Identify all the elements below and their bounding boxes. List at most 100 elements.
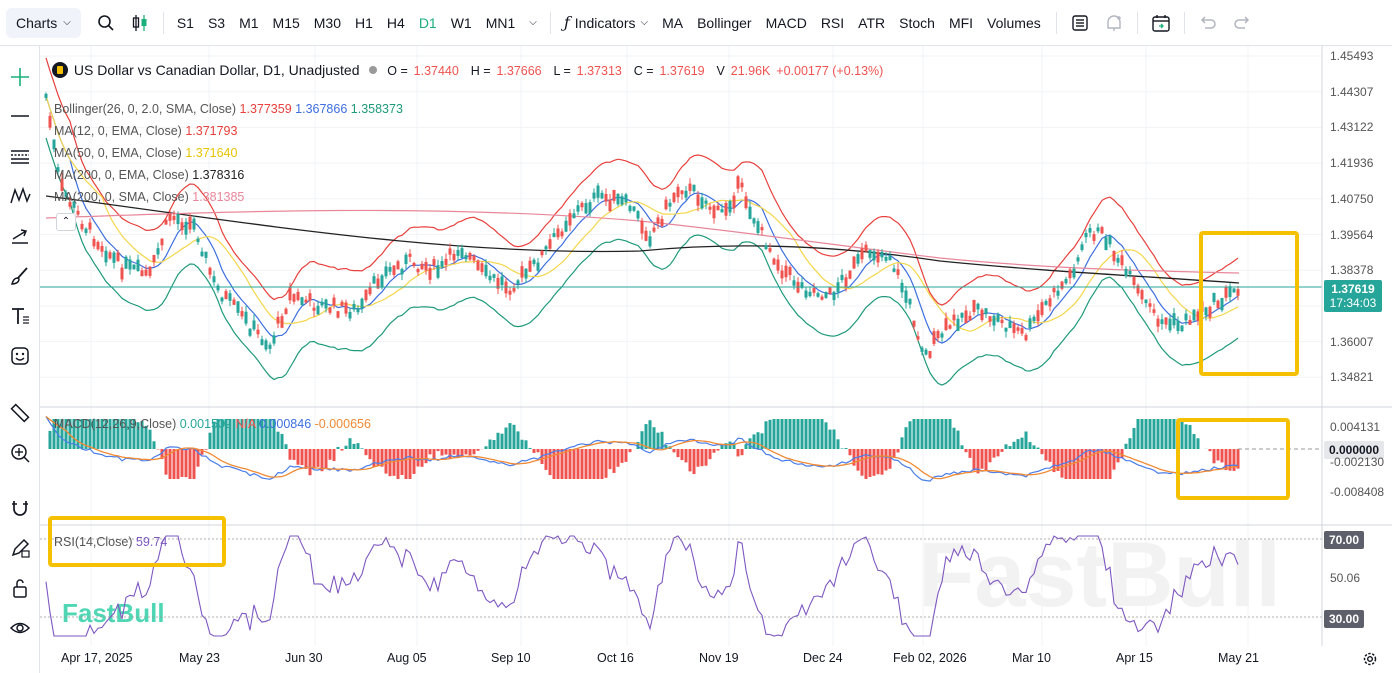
chart-type-button[interactable] <box>123 8 157 38</box>
pattern-tool[interactable] <box>5 181 35 211</box>
macd-legend[interactable]: MACD(12,26,9,Close) 0.001502 N/A 0.00084… <box>54 417 371 431</box>
candle <box>1104 233 1108 251</box>
indicator-atr[interactable]: ATR <box>858 14 886 31</box>
macd-histogram-bar <box>756 432 760 449</box>
measure-tool[interactable] <box>5 398 35 428</box>
ma50-legend[interactable]: MA(50, 0, EMA, Close) 1.371640 <box>54 146 237 160</box>
visibility-tool[interactable] <box>5 613 35 643</box>
timeframe-m1[interactable]: M1 <box>239 14 259 31</box>
candle <box>188 213 192 234</box>
timeframe-w1[interactable]: W1 <box>450 14 472 31</box>
highlight-box-rsi <box>48 516 226 567</box>
rsi-level-badge: 30.00 <box>1324 610 1364 628</box>
templates-button[interactable] <box>1063 8 1097 38</box>
undo-button[interactable] <box>1191 8 1225 38</box>
candle <box>680 189 684 200</box>
bollinger-legend[interactable]: Bollinger(26, 0, 2.0, SMA, Close) 1.3773… <box>54 102 403 116</box>
indicators-button[interactable]: ƒ Indicators ⌵ <box>557 8 655 38</box>
redo-button[interactable] <box>1225 8 1259 38</box>
candle <box>260 335 264 346</box>
emoji-tool[interactable] <box>5 341 35 371</box>
macd-histogram-bar <box>524 440 528 449</box>
rsi-legend[interactable]: RSI(14,Close) 59.74 <box>54 535 167 549</box>
channel-tool[interactable] <box>5 141 35 171</box>
zoom-tool[interactable] <box>5 438 35 468</box>
ma200e-legend[interactable]: MA(200, 0, EMA, Close) 1.378316 <box>54 168 244 182</box>
candle <box>868 249 872 261</box>
macd-histogram-bar <box>464 449 468 455</box>
candle <box>52 139 56 153</box>
indicator-ma[interactable]: MA <box>662 14 684 31</box>
macd-histogram-bar <box>840 448 844 449</box>
charts-menu-button[interactable]: Charts ⌵ <box>6 7 81 38</box>
candle <box>972 299 976 316</box>
indicator-mfi[interactable]: MFI <box>948 14 974 31</box>
rsi-line <box>45 535 1239 637</box>
candle <box>860 242 864 264</box>
candle <box>920 346 924 356</box>
macd-histogram-bar <box>328 449 332 460</box>
more-timeframes-button[interactable]: ⌵ <box>522 8 544 38</box>
candle <box>348 307 352 322</box>
candle <box>44 92 48 101</box>
macd-histogram-bar <box>1152 419 1156 449</box>
replay-button[interactable] <box>1144 8 1178 38</box>
macd-histogram-bar <box>212 421 216 449</box>
candle <box>124 255 128 269</box>
candle <box>784 260 788 282</box>
indicator-stoch[interactable]: Stoch <box>899 14 935 31</box>
macd-histogram-bar <box>600 449 604 479</box>
candle <box>1144 299 1148 308</box>
chart-grid <box>40 46 1322 646</box>
candle <box>864 241 868 253</box>
candle <box>272 331 276 346</box>
candle <box>232 297 236 305</box>
candle <box>1032 314 1036 324</box>
indicator-volumes[interactable]: Volumes <box>987 14 1041 31</box>
candle <box>916 331 920 342</box>
macd-histogram-bar <box>880 449 884 475</box>
indicator-bollinger[interactable]: Bollinger <box>697 14 752 31</box>
indicator-rsi[interactable]: RSI <box>820 14 845 31</box>
timeframe-s1[interactable]: S1 <box>176 14 194 31</box>
timeframe-h1[interactable]: H1 <box>355 14 373 31</box>
timeframe-m30[interactable]: M30 <box>313 14 341 31</box>
candle <box>884 252 888 263</box>
collapse-legend-button[interactable]: ⌃ <box>56 213 76 231</box>
candle <box>804 287 808 300</box>
macd-histogram-bar <box>720 444 724 449</box>
time-tick-label: Feb 02, 2026 <box>893 651 967 665</box>
timeframe-s3[interactable]: S3 <box>207 14 226 31</box>
timeframe-m15[interactable]: M15 <box>272 14 300 31</box>
chart-settings-button[interactable] <box>1361 650 1379 668</box>
magnet-tool[interactable] <box>5 493 35 523</box>
symbol-title[interactable]: US Dollar vs Canadian Dollar, D1, Unadju… <box>73 62 360 78</box>
macd-histogram-bar <box>244 419 248 449</box>
text-tool[interactable] <box>5 301 35 331</box>
indicator-macd[interactable]: MACD <box>765 14 807 31</box>
crosshair-tool[interactable] <box>5 62 35 92</box>
macd-histogram-bar <box>1072 449 1076 479</box>
lock-drawings-tool[interactable] <box>5 573 35 603</box>
alert-button[interactable] <box>1097 8 1131 38</box>
search-button[interactable] <box>89 8 123 38</box>
timeframe-mn1[interactable]: MN1 <box>485 14 516 31</box>
projection-tool[interactable] <box>5 221 35 251</box>
macd-histogram-bar <box>276 431 280 449</box>
ma200s-legend[interactable]: MA(200, 0, SMA, Close) 1.381385 <box>54 190 244 204</box>
quick-indicator-list: MA Bollinger MACD RSI ATR Stoch MFI Volumes <box>655 8 1048 38</box>
macd-histogram-bar <box>660 431 664 449</box>
line-tool[interactable] <box>5 101 35 131</box>
drawing-mode-tool[interactable] <box>5 533 35 563</box>
price-chart[interactable]: FastBull FastBull <box>40 46 1392 673</box>
macd-histogram-bar <box>1220 449 1224 463</box>
ma12-legend[interactable]: MA(12, 0, EMA, Close) 1.371793 <box>54 124 237 138</box>
macd-histogram-bar <box>400 449 404 476</box>
brush-tool[interactable] <box>5 261 35 291</box>
candle <box>1072 264 1076 280</box>
timeframe-d1[interactable]: D1 <box>418 14 437 31</box>
timeframe-h4[interactable]: H4 <box>386 14 405 31</box>
candle <box>1148 298 1152 313</box>
time-tick-label: Nov 19 <box>699 651 739 665</box>
macd-histogram-bar <box>160 449 164 460</box>
